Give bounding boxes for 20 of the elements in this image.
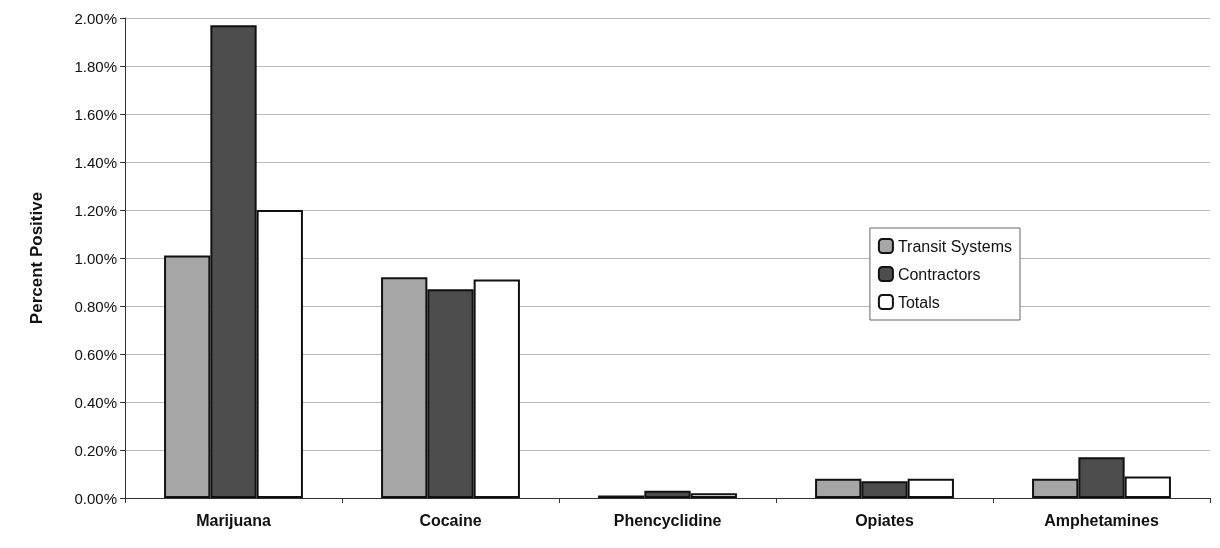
legend-label: Transit Systems [897,237,1012,255]
x-tick-label: Amphetamines [1044,511,1159,529]
legend-label: Totals [897,293,940,311]
x-tick-label: Marijuana [196,511,271,529]
y-tick-label: 1.40% [74,153,117,171]
y-tick-label: 0.80% [74,297,117,315]
y-tick-label: 0.60% [74,345,117,363]
x-tick-label: Phencyclidine [613,511,722,529]
y-tick-label: 2.00% [74,9,117,27]
x-tick-label: Opiates [855,511,914,529]
y-tick-label: 0.20% [74,441,117,459]
y-tick-label: 0.00% [74,489,117,507]
y-tick-label: 1.00% [74,249,117,267]
legend-label: Contractors [897,265,981,283]
y-tick-label: 1.20% [74,201,117,219]
y-axis-title: Percent Positive [27,191,46,325]
x-tick-label: Cocaine [419,511,482,529]
y-tick-label: 1.80% [74,57,117,75]
y-tick-label: 1.60% [74,105,117,123]
y-tick-label: 0.40% [74,393,117,411]
